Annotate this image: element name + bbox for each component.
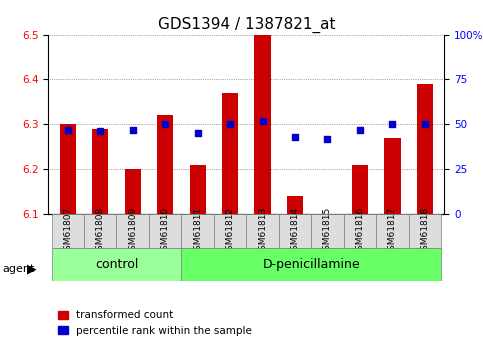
Bar (222, 93, 238, 214)
FancyBboxPatch shape (116, 214, 149, 248)
Text: control: control (95, 258, 138, 271)
Point (129, 127, 137, 132)
Bar (60, 124, 76, 214)
Text: GSM61812: GSM61812 (226, 207, 235, 256)
FancyBboxPatch shape (52, 248, 182, 281)
Point (64, 127, 71, 132)
FancyBboxPatch shape (214, 214, 246, 248)
Text: GSM61809: GSM61809 (128, 207, 137, 256)
Text: agent: agent (2, 264, 35, 274)
Bar (384, 138, 400, 214)
Bar (157, 115, 173, 214)
Text: GSM61816: GSM61816 (355, 207, 365, 256)
Text: GSM61808: GSM61808 (96, 207, 105, 256)
Text: GSM61818: GSM61818 (420, 207, 429, 256)
Legend: transformed count, percentile rank within the sample: transformed count, percentile rank withi… (54, 306, 256, 340)
Point (194, 130, 201, 136)
Text: D-penicillamine: D-penicillamine (262, 258, 360, 271)
FancyBboxPatch shape (246, 214, 279, 248)
Point (259, 118, 267, 124)
FancyBboxPatch shape (182, 248, 441, 281)
FancyBboxPatch shape (344, 214, 376, 248)
Text: ▶: ▶ (27, 263, 36, 276)
Point (324, 136, 331, 141)
FancyBboxPatch shape (84, 214, 116, 248)
Point (356, 127, 364, 132)
Text: GSM61817: GSM61817 (388, 207, 397, 256)
FancyBboxPatch shape (52, 214, 84, 248)
Text: GSM61813: GSM61813 (258, 207, 267, 256)
Bar (417, 84, 433, 214)
Bar (125, 169, 141, 214)
Point (161, 121, 169, 127)
Text: GSM61811: GSM61811 (193, 207, 202, 256)
Bar (287, 196, 303, 214)
Text: GSM61814: GSM61814 (291, 207, 299, 256)
Bar (92, 129, 108, 214)
FancyBboxPatch shape (182, 214, 214, 248)
FancyBboxPatch shape (376, 214, 409, 248)
Point (291, 134, 299, 139)
Text: GSM61815: GSM61815 (323, 207, 332, 256)
Bar (255, 34, 270, 214)
FancyBboxPatch shape (149, 214, 182, 248)
FancyBboxPatch shape (311, 214, 344, 248)
FancyBboxPatch shape (279, 214, 311, 248)
Point (421, 121, 429, 127)
Text: GSM61810: GSM61810 (161, 207, 170, 256)
Point (388, 121, 396, 127)
Point (97, 129, 104, 134)
FancyBboxPatch shape (409, 214, 441, 248)
Text: GSM61807: GSM61807 (63, 207, 72, 256)
Bar (352, 165, 368, 214)
Title: GDS1394 / 1387821_at: GDS1394 / 1387821_at (157, 17, 335, 33)
Bar (189, 165, 206, 214)
Point (226, 121, 234, 127)
